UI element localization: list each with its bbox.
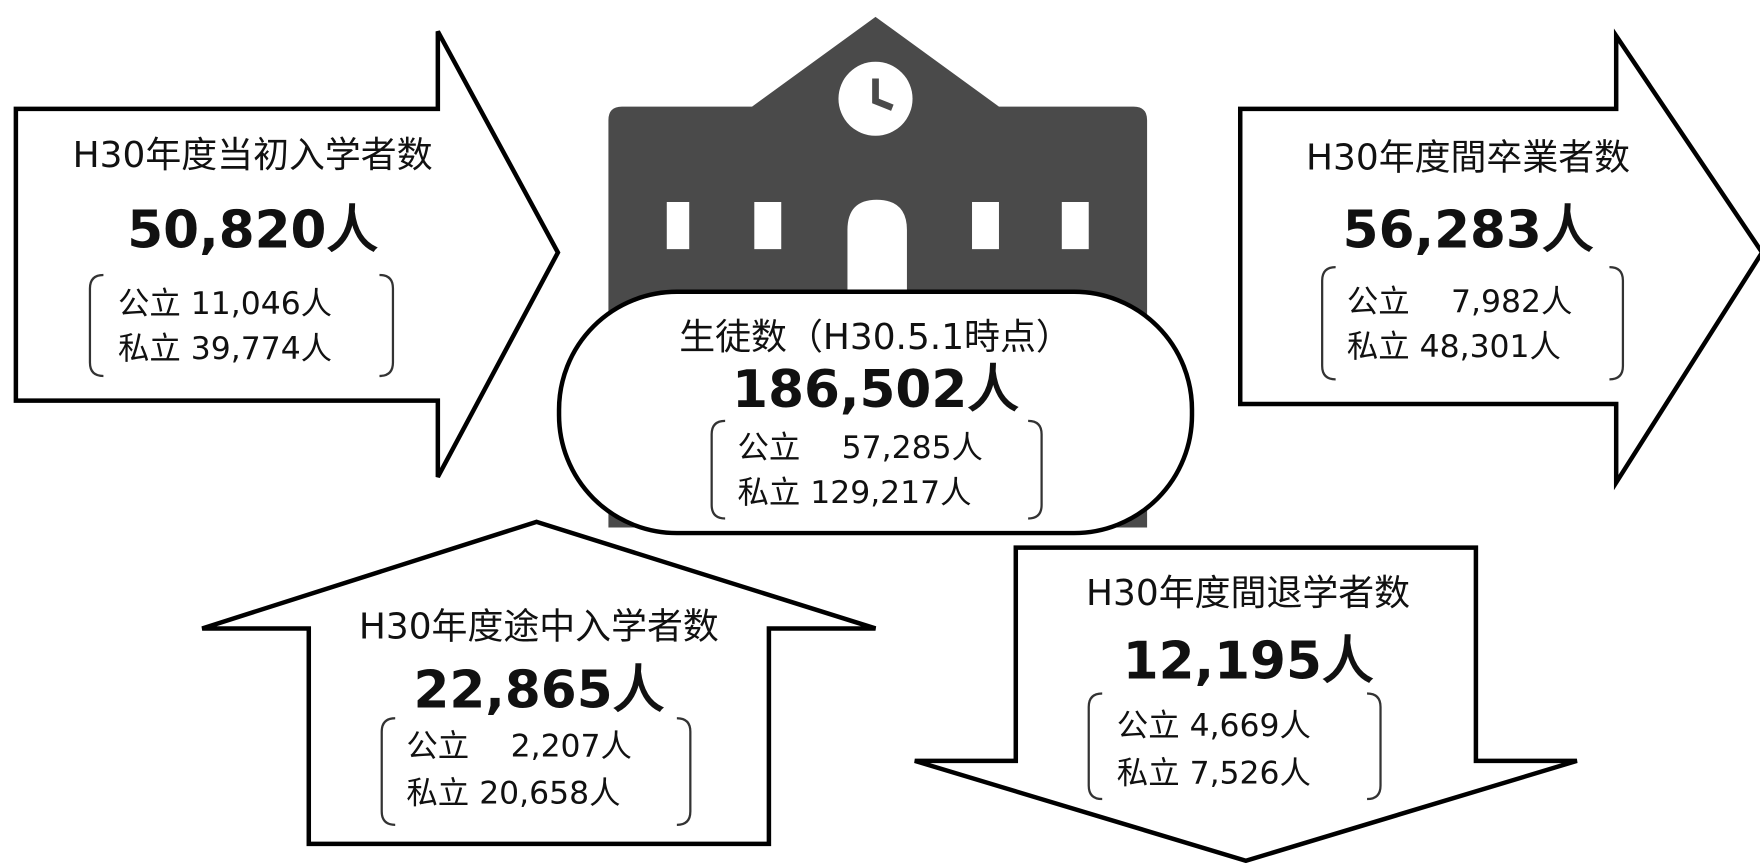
bracket (1321, 265, 1336, 381)
private-count: 私立 20,658人 (406, 776, 620, 812)
private-count: 私立 7,526人 (1117, 755, 1311, 791)
bracket (88, 273, 104, 378)
bracket (676, 717, 692, 826)
students-box (556, 289, 1195, 536)
private-count: 私立 48,301人 (1347, 329, 1561, 365)
private-count: 私立 39,774人 (118, 331, 332, 367)
title: H30年度途中入学者数 (359, 606, 719, 647)
total: 22,865人 (413, 661, 664, 721)
title: 生徒数（H30.5.1時点） (679, 317, 1072, 358)
bracket (710, 419, 726, 520)
bracket (1367, 692, 1382, 801)
arrow-right-in (13, 30, 561, 479)
total: 12,195人 (1123, 631, 1374, 691)
arrow-down (914, 545, 1578, 863)
bracket (1609, 265, 1625, 381)
bracket (1087, 692, 1103, 801)
public-count: 公立 4,669人 (1117, 708, 1311, 744)
public-count: 公立 7,982人 (1347, 284, 1573, 320)
title: H30年度当初入学者数 (73, 135, 433, 176)
private-count: 私立 129,217人 (737, 475, 971, 511)
total: 56,283人 (1343, 200, 1594, 260)
title: H30年度間卒業者数 (1306, 137, 1630, 178)
arrow-up (201, 519, 877, 847)
title: H30年度間退学者数 (1086, 573, 1410, 614)
bracket (380, 717, 396, 826)
total: 50,820人 (127, 200, 378, 260)
public-count: 公立 57,285人 (737, 430, 982, 466)
arrow-right-out (1237, 28, 1760, 491)
bracket (1028, 419, 1043, 520)
public-count: 公立 2,207人 (406, 728, 632, 764)
public-count: 公立 11,046人 (118, 286, 332, 322)
total: 186,502人 (732, 360, 1019, 420)
bracket (379, 273, 395, 378)
